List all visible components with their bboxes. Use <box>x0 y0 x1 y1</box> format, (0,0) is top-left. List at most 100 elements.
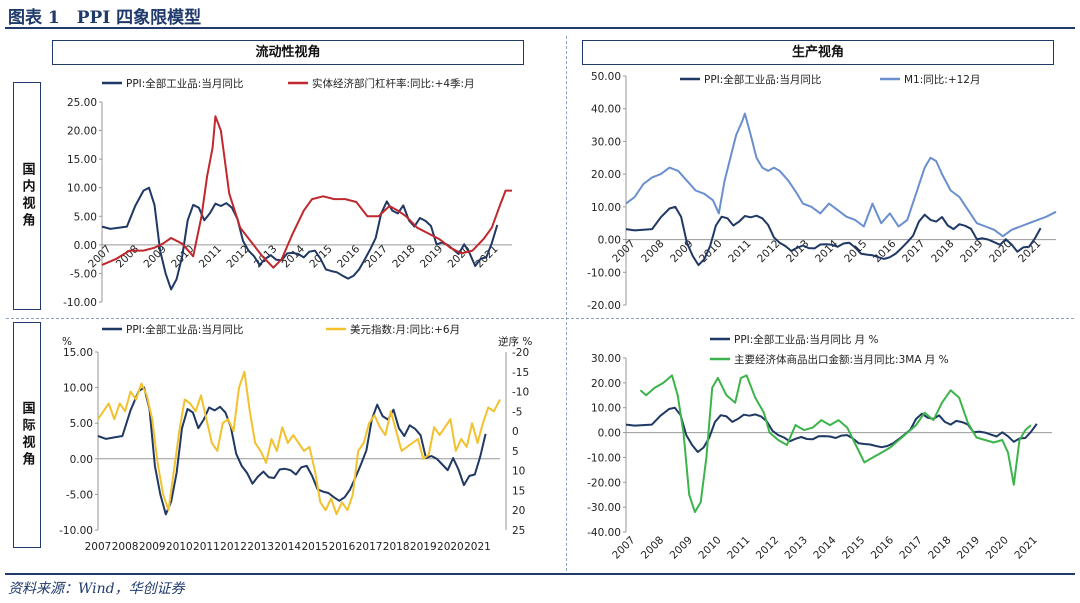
y2-tick-label: 10 <box>512 466 525 478</box>
x-tick-label: 2012 <box>220 541 247 553</box>
x-tick-label: 2015 <box>301 541 328 553</box>
y-tick-label: 40.00 <box>591 104 621 116</box>
y2-tick-label: -20 <box>512 347 529 359</box>
x-tick-label: 2017 <box>356 541 383 553</box>
x-tick-label: 2021 <box>1012 534 1039 561</box>
x-tick-label: 2012 <box>224 243 251 270</box>
chart-production: PPI:全部工业品:当月同比 M1:同比:+12月 -20.00 -10.00 0.… <box>587 71 1057 312</box>
source-note: 资料来源：Wind，华创证券 <box>8 581 185 597</box>
chart-liquidity: PPI:全部工业品:当月同比 实体经济部门杠杆率:同比:+4季:月 -10.00… <box>63 77 512 309</box>
x-tick-label: 2019 <box>958 238 985 265</box>
chart-international: PPI:全部工业品:当月同比 美元指数:月:同比:+6月 % 逆序 % -10.… <box>59 323 532 553</box>
legend-label-ppi: PPI:全部工业品:当月同比 <box>704 73 821 86</box>
legend-label-m1: M1:同比:+12月 <box>904 73 980 86</box>
legend-tl: PPI:全部工业品:当月同比 实体经济部门杠杆率:同比:+4季:月 <box>102 77 475 90</box>
x-tick-label: 2007 <box>85 541 112 553</box>
x-tick-label: 2016 <box>329 541 356 553</box>
x-tick-label: 2011 <box>197 243 224 270</box>
y-tick-label: 5.00 <box>70 418 93 430</box>
y-tick-label: 10.00 <box>67 183 97 195</box>
y-tick-label: 30.00 <box>591 136 621 148</box>
legend-bl: PPI:全部工业品:当月同比 美元指数:月:同比:+6月 <box>102 323 460 336</box>
y-tick-label: 10.00 <box>591 403 621 415</box>
x-tick-label: 2014 <box>813 238 841 266</box>
chart-exports: PPI:全部工业品:当月同比 月 % 主要经济体商品出口金额:当月同比:3MA … <box>587 333 1052 562</box>
title-rule <box>5 27 1075 29</box>
y-tick-label: 15.00 <box>67 154 97 166</box>
y2-tick-label: -10 <box>512 387 529 399</box>
y-tick-label: 10.00 <box>63 383 93 395</box>
x-tick-label: 2011 <box>726 238 753 265</box>
quadrant-divider-vertical <box>566 36 567 571</box>
y-tick-label: 0.00 <box>598 428 621 440</box>
y-tick-label: 30.00 <box>591 353 621 365</box>
plot-area: -20.00 -10.00 0.00 10.00 20.00 30.00 40.00 50.0… <box>587 71 1057 312</box>
x-tick-label: 2008 <box>639 238 666 265</box>
y-tick-label: -20.00 <box>587 300 621 312</box>
series-line-navy <box>625 406 1038 453</box>
x-tick-label: 2015 <box>840 534 867 561</box>
x-tick-label: 2014 <box>274 541 301 553</box>
series-line-navy <box>97 386 487 516</box>
y-tick-label: -10.00 <box>587 267 621 279</box>
series-line-blue <box>625 112 1057 238</box>
legend-br: PPI:全部工业品:当月同比 月 % 主要经济体商品出口金额:当月同比:3MA … <box>710 333 949 366</box>
series-line-red <box>101 115 512 269</box>
y2-tick-label: -5 <box>512 406 522 418</box>
x-tick-label: 2012 <box>754 534 781 561</box>
y-tick-label: 5.00 <box>74 211 97 223</box>
section-label-production: 生产视角 <box>582 40 1054 65</box>
y2-tick-label: -15 <box>512 367 529 379</box>
x-tick-label: 2009 <box>668 534 695 561</box>
y-tick-label: 20.00 <box>591 169 621 181</box>
x-tick-label: 2016 <box>871 238 899 266</box>
plot-area: -10.00 -5.00 0.00 5.00 10.00 15.00 20.00 25.00 2… <box>63 97 512 309</box>
x-tick-label: 2013 <box>783 534 810 561</box>
y-tick-label: 0.00 <box>598 235 621 247</box>
y-tick-label: 0.00 <box>74 240 97 252</box>
footer-rule <box>5 573 1075 575</box>
section-label-domestic: 国内视角 <box>13 82 41 310</box>
y2-tick-label: 0 <box>512 426 519 438</box>
x-tick-label: 2014 <box>811 534 839 562</box>
legend-tr: PPI:全部工业品:当月同比 M1:同比:+12月 <box>680 73 980 86</box>
quadrant-divider-horizontal <box>6 318 1074 319</box>
y-tick-label: -10.00 <box>59 525 93 537</box>
legend-label-ppi: PPI:全部工业品:当月同比 月 % <box>734 333 879 346</box>
series-line-navy <box>625 205 1042 267</box>
plot-area: -10.00-5.000.005.0010.0015.002520151050-… <box>59 347 529 553</box>
x-tick-label: 2008 <box>112 541 139 553</box>
x-tick-label: 2021 <box>464 541 491 553</box>
legend-label-exports: 主要经济体商品出口金额:当月同比:3MA 月 % <box>734 353 949 366</box>
legend-label-ppi: PPI:全部工业品:当月同比 <box>126 323 243 336</box>
legend-label-ppi: PPI:全部工业品:当月同比 <box>126 77 243 90</box>
legend-label-leverage: 实体经济部门杠杆率:同比:+4季:月 <box>312 77 475 90</box>
y-tick-label: -5.00 <box>70 268 97 280</box>
y-tick-label: 20.00 <box>67 126 97 138</box>
y2-tick-label: 5 <box>512 446 519 458</box>
section-label-international: 国际视角 <box>13 322 41 548</box>
section-label-liquidity: 流动性视角 <box>52 40 524 65</box>
x-tick-label: 2013 <box>784 238 811 265</box>
x-tick-label: 2015 <box>307 243 334 270</box>
figure-title: 图表 1 PPI 四象限模型 <box>8 8 202 28</box>
y-tick-label: 0.00 <box>70 454 93 466</box>
y-unit-left: % <box>62 336 72 348</box>
plot-area: -40.00 -30.00 -20.00 -10.00 0.00 10.00 20.00 30… <box>587 353 1052 562</box>
y-tick-label: 10.00 <box>591 202 621 214</box>
x-tick-label: 2010 <box>696 534 723 561</box>
x-tick-label: 2019 <box>418 243 445 270</box>
series-line-yellow <box>97 370 501 516</box>
y-tick-label: 25.00 <box>67 97 97 109</box>
x-tick-label: 2016 <box>335 243 363 271</box>
x-tick-label: 2020 <box>984 534 1011 561</box>
x-tick-label: 2018 <box>929 238 956 265</box>
x-tick-label: 2018 <box>383 541 410 553</box>
y-tick-label: -10.00 <box>587 452 621 464</box>
y-tick-label: -20.00 <box>587 477 621 489</box>
y-tick-label: 20.00 <box>591 378 621 390</box>
y2-tick-label: 25 <box>512 525 525 537</box>
x-tick-label: 2008 <box>639 534 666 561</box>
x-tick-label: 2016 <box>869 534 897 562</box>
x-tick-label: 2013 <box>247 541 274 553</box>
